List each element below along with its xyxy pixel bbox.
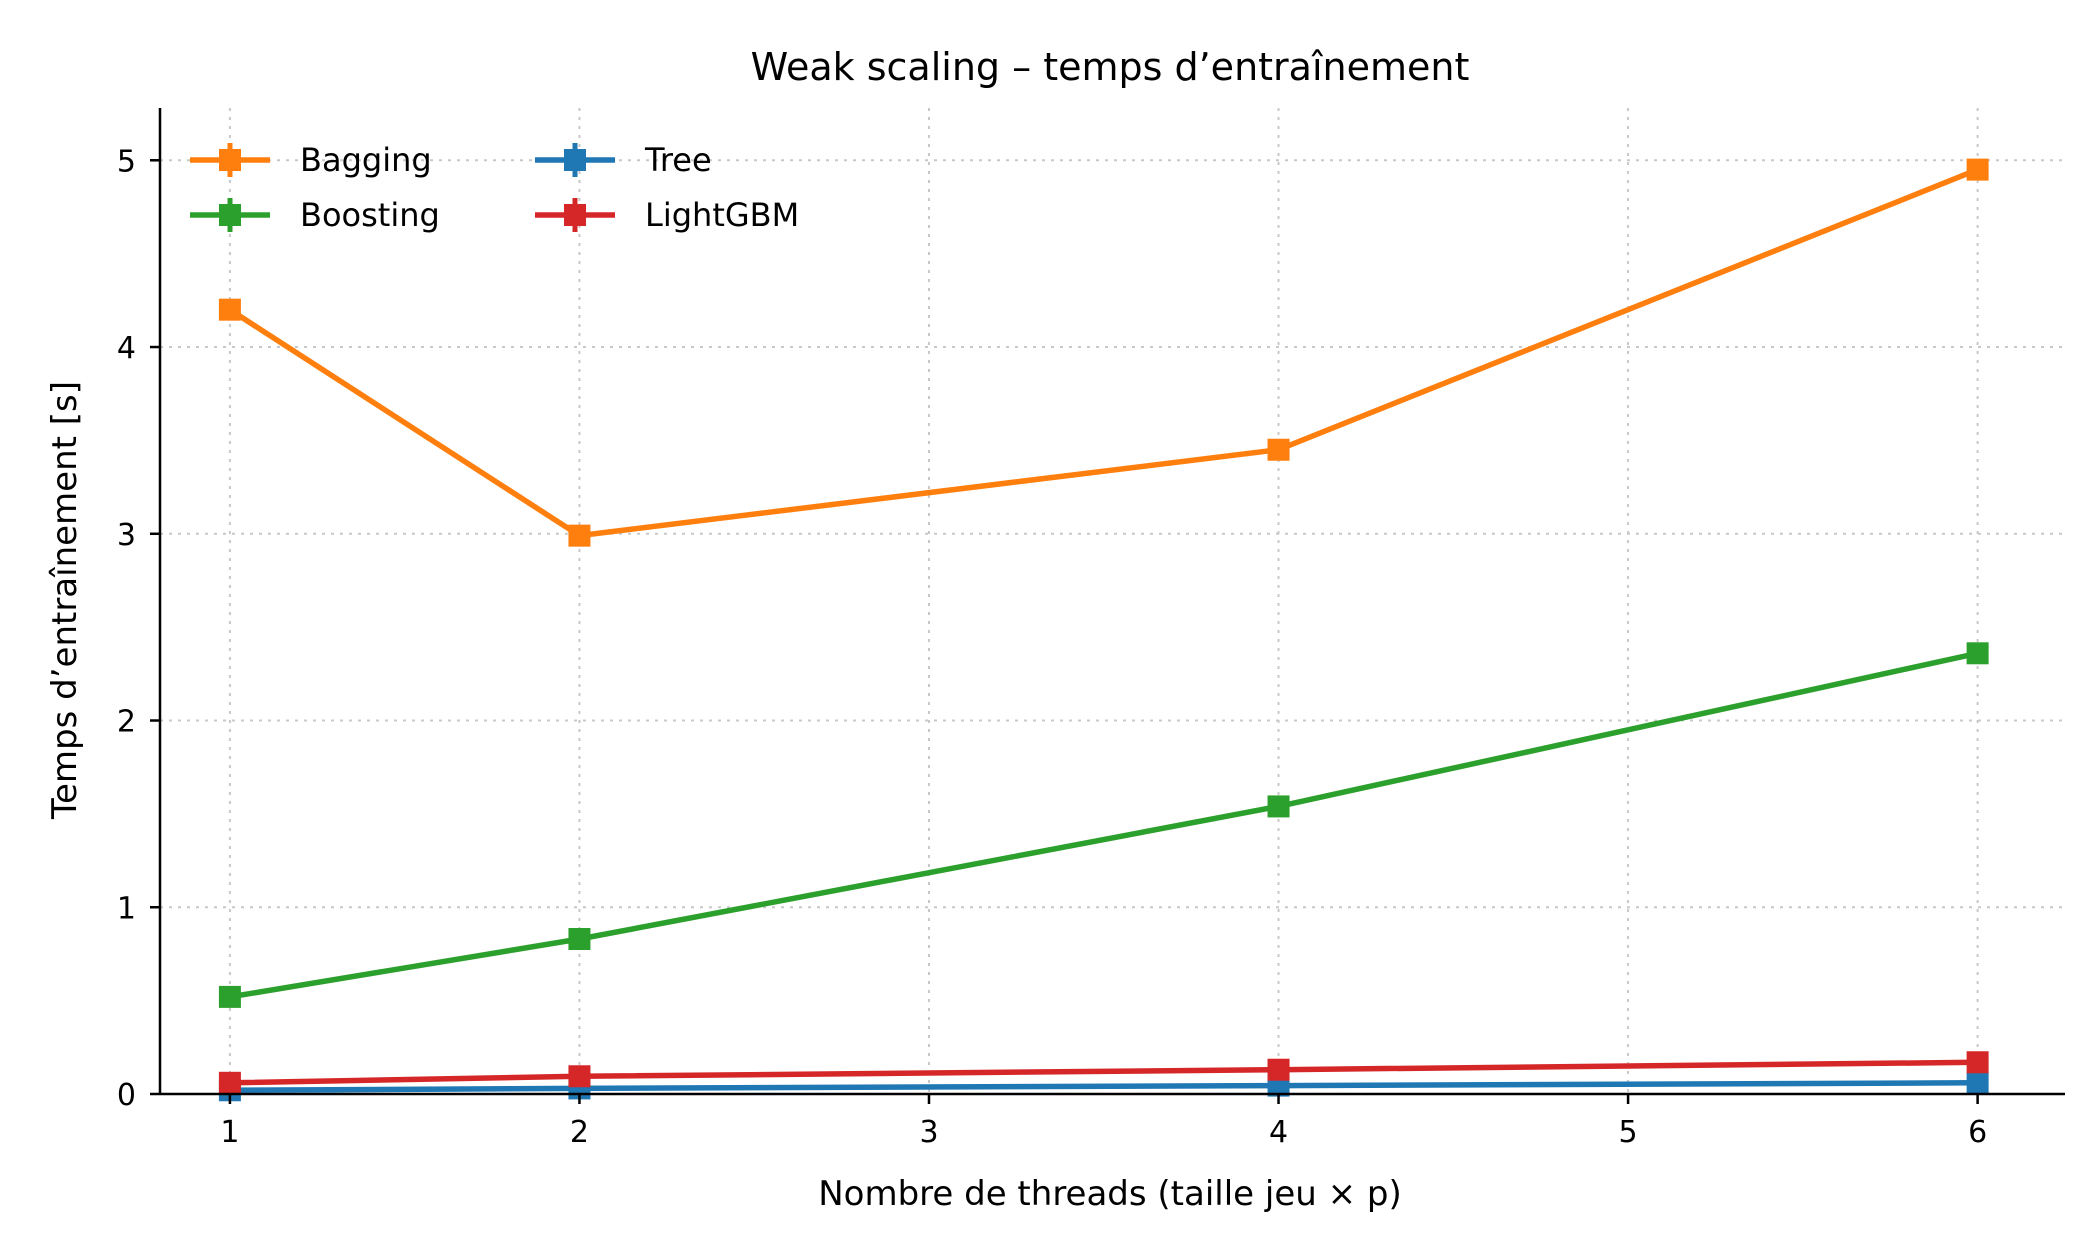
data-point <box>568 928 591 951</box>
y-axis-label: Temps d’entraînement [s] <box>45 381 85 820</box>
legend-label: Boosting <box>300 196 440 234</box>
x-tick-label: 2 <box>570 1115 589 1150</box>
legend-entry-boosting: Boosting <box>190 196 440 234</box>
legend-entry-bagging: Bagging <box>190 141 432 179</box>
data-point <box>218 298 241 321</box>
x-tick-label: 1 <box>220 1115 239 1150</box>
data-point <box>1966 642 1989 665</box>
x-axis-label: Nombre de threads (taille jeu × p) <box>818 1174 1402 1214</box>
axes <box>158 108 2065 1096</box>
legend-marker <box>564 149 586 171</box>
series-boosting <box>218 642 1989 1008</box>
x-tick-label: 3 <box>919 1115 938 1150</box>
y-tick-label: 0 <box>117 1078 136 1113</box>
series-bagging <box>218 158 1989 547</box>
data-point <box>218 985 241 1008</box>
series-line <box>227 1059 1981 1086</box>
legend-marker <box>219 204 241 226</box>
data-point <box>568 524 591 547</box>
y-tick-label: 5 <box>117 144 136 179</box>
y-tick-label: 3 <box>117 518 136 553</box>
x-tick-label: 4 <box>1269 1115 1288 1150</box>
data-point <box>1267 1058 1290 1081</box>
legend-label: Bagging <box>300 141 432 179</box>
data-point <box>1966 1051 1989 1074</box>
ticks: 1 2 3 4 5 6 0 1 2 3 4 5 <box>117 144 1987 1150</box>
series-line <box>227 650 1981 1000</box>
data-point <box>218 1071 241 1094</box>
series-line <box>227 1080 1981 1094</box>
series-line <box>227 166 1981 539</box>
series-lightgbm <box>218 1051 1989 1094</box>
data-point <box>1267 438 1290 461</box>
y-tick-label: 2 <box>117 705 136 740</box>
legend-marker <box>564 204 586 226</box>
legend-marker <box>219 149 241 171</box>
legend-entry-lightgbm: LightGBM <box>535 196 799 234</box>
y-tick-label: 1 <box>117 891 136 926</box>
chart-title: Weak scaling – temps d’entraînement <box>751 45 1470 89</box>
legend-label: Tree <box>644 141 712 179</box>
data-point <box>1966 158 1989 181</box>
y-tick-label: 4 <box>117 331 136 366</box>
data-point <box>1267 795 1290 818</box>
data-point <box>568 1065 591 1088</box>
legend: Bagging Boosting Tree LightGBM <box>190 141 799 234</box>
legend-entry-tree: Tree <box>535 141 712 179</box>
x-tick-label: 6 <box>1968 1115 1987 1150</box>
legend-label: LightGBM <box>645 196 799 234</box>
data-point <box>1966 1071 1989 1094</box>
x-tick-label: 5 <box>1619 1115 1638 1150</box>
